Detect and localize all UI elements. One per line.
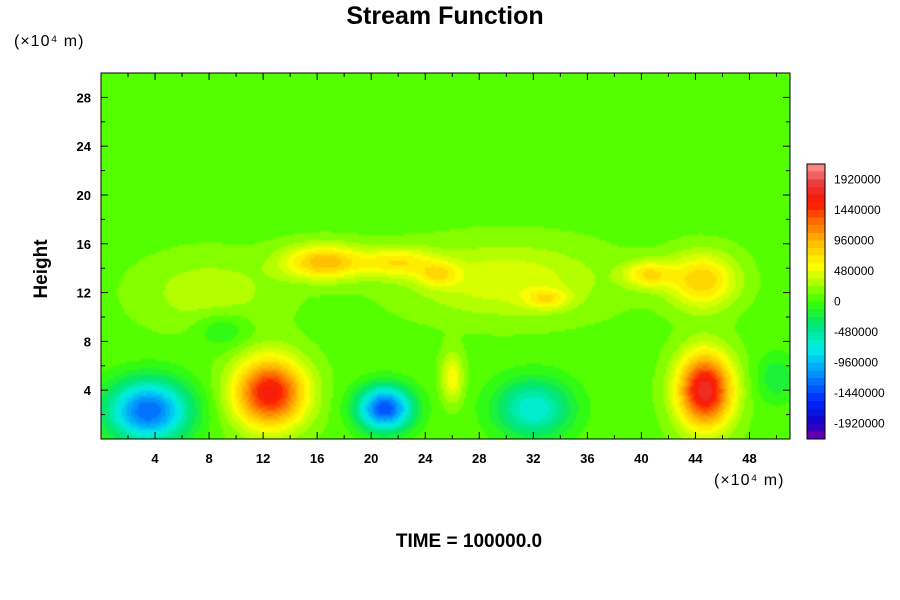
x-tick-label: 44	[688, 451, 703, 466]
x-tick-label: 32	[526, 451, 540, 466]
colorbar-label: -1440000	[834, 386, 885, 400]
colorbar-label: 1440000	[834, 203, 881, 217]
y-tick-label: 24	[77, 139, 92, 154]
colorbar-label: -960000	[834, 356, 878, 370]
x-tick-label: 28	[472, 451, 486, 466]
chart-title: Stream Function	[346, 2, 544, 30]
y-tick-label: 28	[77, 90, 91, 105]
x-tick-label: 4	[151, 451, 159, 466]
plot-frame	[100, 72, 791, 440]
x-tick-label: 16	[310, 451, 324, 466]
x-tick-label: 12	[256, 451, 270, 466]
x-tick-label: 8	[205, 451, 212, 466]
colorbar-label: 1920000	[834, 172, 881, 186]
heatmap-field	[101, 73, 790, 439]
y-axis-unit-label: (×10⁴ m)	[14, 33, 85, 50]
x-tick-label: 24	[418, 451, 433, 466]
colorbar-label: 480000	[834, 264, 874, 278]
colorbar-label: 960000	[834, 233, 874, 247]
x-tick-label: 36	[580, 451, 594, 466]
colorbar-image	[807, 164, 825, 439]
time-label: TIME = 100000.0	[395, 531, 543, 552]
y-tick-label: 4	[84, 383, 92, 398]
y-tick-label: 12	[77, 286, 91, 301]
colorbar-label: 0	[834, 295, 841, 309]
x-tick-label: 48	[742, 451, 756, 466]
x-axis-unit-label: (×10⁴ m)	[714, 472, 785, 489]
y-tick-label: 16	[77, 237, 91, 252]
colorbar-label: -480000	[834, 325, 878, 339]
x-tick-label: 40	[634, 451, 648, 466]
colorbar-labels: 1920000 1440000 960000 480000 0 -480000 -96000…	[834, 172, 885, 430]
x-axis-ticks: 4 8 12 16 20 24 28 32 36 40 44 48	[127, 73, 777, 466]
y-tick-label: 20	[77, 188, 91, 203]
colorbar-frame	[806, 163, 826, 440]
x-tick-label: 20	[364, 451, 378, 466]
y-axis-ticks: 4 8 12 16 20 24 28	[77, 90, 790, 416]
colorbar-label: -1920000	[834, 417, 885, 431]
y-tick-label: 8	[84, 334, 91, 349]
